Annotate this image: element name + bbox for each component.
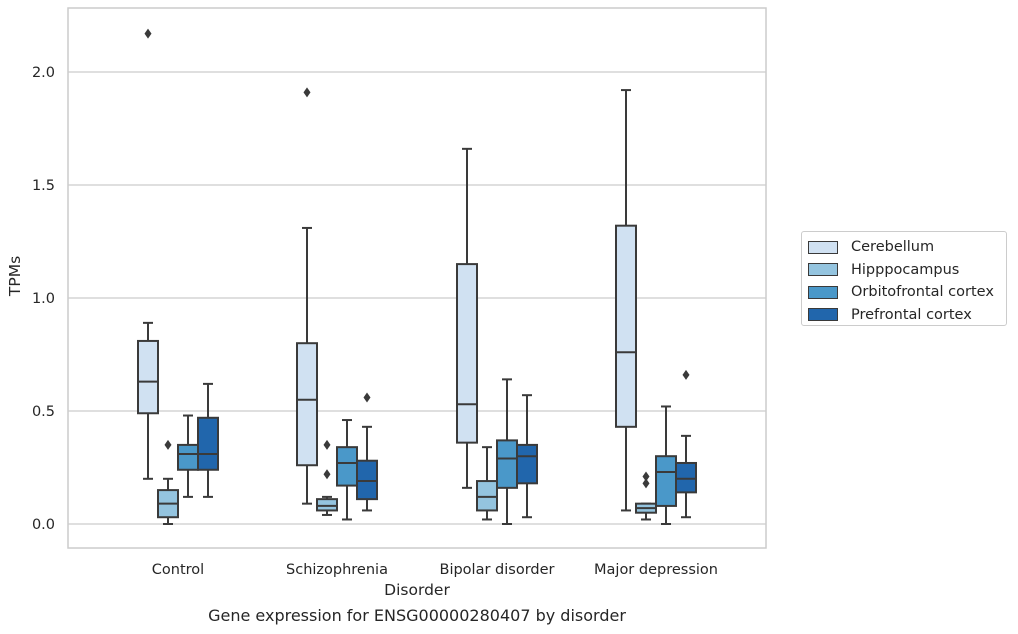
- legend-label: Orbitofrontal cortex: [851, 284, 994, 301]
- x-axis-label: Disorder: [384, 581, 450, 599]
- outlier-point: [642, 471, 650, 482]
- x-tick-label: Control: [152, 562, 204, 578]
- box-prefrontal-cortex: [356, 392, 378, 512]
- box-body: [675, 461, 697, 494]
- box-hipppocampus: [476, 446, 498, 521]
- legend-swatch: [808, 263, 838, 277]
- box-orbitofrontal-cortex: [336, 419, 358, 521]
- plot-area-frame: [67, 7, 767, 549]
- box-body: [137, 339, 159, 415]
- outlier-point: [144, 28, 152, 39]
- grid-lines: [68, 71, 766, 525]
- x-axis-ticks: Control Schizophrenia Bipolar disorder Majo…: [152, 562, 718, 578]
- box-body: [356, 459, 378, 501]
- y-tick-label: 1.5: [32, 178, 55, 194]
- outlier-point: [323, 439, 331, 450]
- box-body: [336, 446, 358, 487]
- box-body: [516, 443, 538, 485]
- x-tick-label: Schizophrenia: [286, 562, 388, 578]
- x-tick-label: Major depression: [594, 562, 718, 578]
- box-hipppocampus: [635, 471, 657, 521]
- box-body: [456, 263, 478, 444]
- outlier-point: [164, 439, 172, 450]
- boxes-layer: [137, 28, 697, 525]
- box-cerebellum: [296, 87, 318, 505]
- y-tick-label: 1.0: [32, 291, 55, 307]
- box-orbitofrontal-cortex: [655, 405, 677, 525]
- box-body: [476, 480, 498, 512]
- legend-swatch: [808, 308, 838, 322]
- legend-swatch: [808, 240, 838, 254]
- outlier-point: [303, 87, 311, 98]
- box-orbitofrontal-cortex: [496, 378, 518, 525]
- box-body: [316, 498, 338, 512]
- legend-label: Hipppocampus: [851, 261, 960, 278]
- y-axis-ticks: 0.0 0.5 1.0 1.5 2.0: [32, 65, 55, 533]
- x-tick-label: Bipolar disorder: [440, 562, 555, 578]
- legend-label: Prefrontal cortex: [851, 306, 972, 323]
- chart-caption: Gene expression for ENSG00000280407 by d…: [208, 606, 626, 625]
- outlier-point: [642, 478, 650, 489]
- box-body: [615, 224, 637, 428]
- box-body: [197, 416, 219, 471]
- box-prefrontal-cortex: [516, 394, 538, 519]
- legend-item: Cerebellum: [802, 236, 1006, 259]
- outlier-point: [323, 469, 331, 480]
- y-tick-label: 2.0: [32, 65, 55, 81]
- y-tick-label: 0.5: [32, 404, 55, 420]
- box-orbitofrontal-cortex: [177, 414, 199, 498]
- legend-item: Prefrontal cortex: [802, 304, 1006, 327]
- legend-label: Cerebellum: [851, 239, 935, 256]
- box-body: [496, 439, 518, 489]
- box-hipppocampus: [316, 439, 338, 516]
- box-body: [296, 342, 318, 467]
- y-axis-label: TPMs: [6, 256, 24, 297]
- legend: Cerebellum Hipppocampus Orbitofrontal cort…: [801, 231, 1007, 326]
- box-cerebellum: [137, 28, 159, 480]
- y-tick-label: 0.0: [32, 517, 55, 533]
- box-hipppocampus: [157, 439, 179, 525]
- legend-swatch: [808, 285, 838, 299]
- box-prefrontal-cortex: [197, 382, 219, 498]
- box-cerebellum: [456, 147, 478, 489]
- box-body: [655, 455, 677, 507]
- legend-item: Orbitofrontal cortex: [802, 281, 1006, 304]
- box-prefrontal-cortex: [675, 369, 697, 519]
- box-cerebellum: [615, 89, 637, 512]
- outlier-point: [363, 392, 371, 403]
- outlier-point: [682, 369, 690, 380]
- box-body: [177, 443, 199, 471]
- legend-item: Hipppocampus: [802, 259, 1006, 282]
